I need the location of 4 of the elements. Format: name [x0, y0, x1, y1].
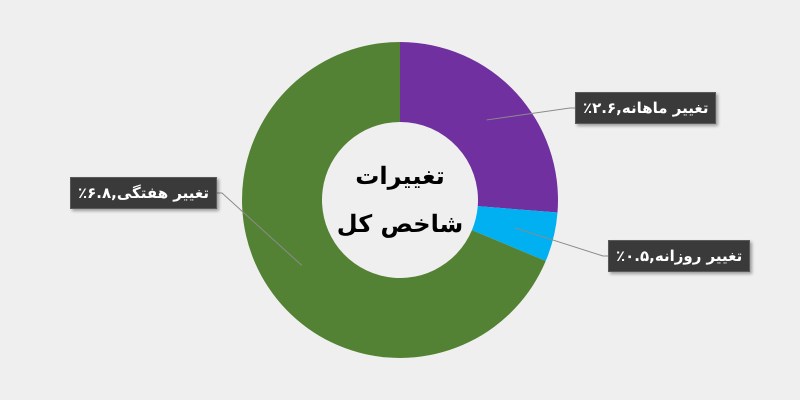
- slice-label: تغییر هفتگی,۶.۸٪: [70, 177, 217, 209]
- text: تغییرات شاخص کل: [336, 161, 464, 240]
- slice-label: تغییر روزانه,۰.۵٪: [608, 240, 750, 272]
- slice-label: تغییر ماهانه,۲.۶٪: [575, 92, 716, 124]
